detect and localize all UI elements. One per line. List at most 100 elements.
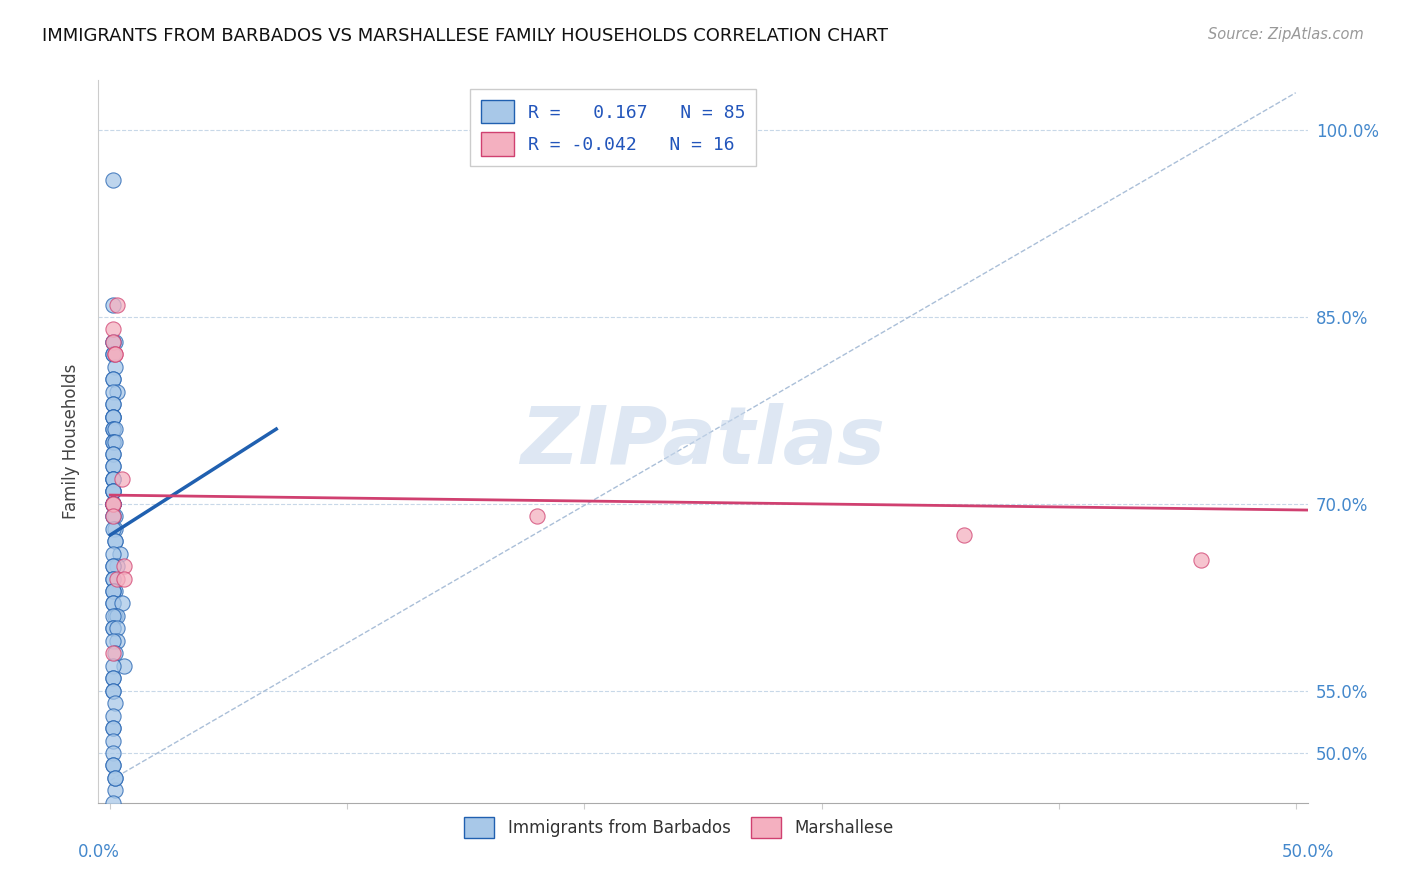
Point <box>104 522 127 536</box>
Point <box>104 347 127 361</box>
Point <box>104 359 127 374</box>
Point <box>101 746 124 760</box>
Point <box>101 434 124 449</box>
Point <box>101 683 124 698</box>
Point <box>101 497 124 511</box>
Point <box>105 384 128 399</box>
Point <box>101 322 124 336</box>
Point <box>101 484 124 499</box>
Point <box>104 609 127 624</box>
Point <box>104 771 127 785</box>
Point <box>105 559 128 574</box>
Point <box>101 584 124 599</box>
Y-axis label: Family Households: Family Households <box>62 364 80 519</box>
Point <box>101 372 124 386</box>
Point <box>101 646 124 660</box>
Point <box>104 534 127 549</box>
Point <box>101 609 124 624</box>
Point <box>952 528 974 542</box>
Point <box>101 397 124 411</box>
Point <box>101 708 124 723</box>
Point <box>101 733 124 747</box>
Point <box>101 422 124 436</box>
Point <box>101 484 124 499</box>
Text: 50.0%: 50.0% <box>1281 843 1334 861</box>
Point <box>114 559 136 574</box>
Point <box>101 559 124 574</box>
Point <box>101 597 124 611</box>
Point <box>104 771 127 785</box>
Point <box>114 572 136 586</box>
Text: 0.0%: 0.0% <box>77 843 120 861</box>
Point <box>101 683 124 698</box>
Text: ZIPatlas: ZIPatlas <box>520 402 886 481</box>
Point <box>104 422 127 436</box>
Point <box>105 297 128 311</box>
Point <box>101 347 124 361</box>
Point <box>104 696 127 710</box>
Point <box>104 584 127 599</box>
Point <box>101 447 124 461</box>
Point <box>105 621 128 635</box>
Point <box>101 584 124 599</box>
Point <box>101 409 124 424</box>
Point <box>101 671 124 685</box>
Point <box>101 497 124 511</box>
Point <box>101 597 124 611</box>
Point <box>101 334 124 349</box>
Point <box>101 472 124 486</box>
Point <box>101 522 124 536</box>
Point <box>101 497 124 511</box>
Point <box>104 334 127 349</box>
Point <box>104 509 127 524</box>
Point <box>101 621 124 635</box>
Point <box>101 572 124 586</box>
Point <box>101 497 124 511</box>
Point <box>1189 553 1212 567</box>
Point <box>101 758 124 772</box>
Point <box>105 633 128 648</box>
Point <box>108 547 131 561</box>
Point <box>111 597 134 611</box>
Point <box>101 447 124 461</box>
Point <box>101 459 124 474</box>
Point <box>101 497 124 511</box>
Point <box>101 497 124 511</box>
Point <box>101 658 124 673</box>
Point <box>101 409 124 424</box>
Point <box>104 646 127 660</box>
Point <box>101 409 124 424</box>
Point <box>101 509 124 524</box>
Point <box>105 572 128 586</box>
Point <box>101 671 124 685</box>
Point <box>101 721 124 735</box>
Point <box>101 572 124 586</box>
Point <box>104 347 127 361</box>
Point <box>526 509 548 524</box>
Legend: Immigrants from Barbados, Marshallese: Immigrants from Barbados, Marshallese <box>458 810 900 845</box>
Point <box>101 347 124 361</box>
Point <box>101 509 124 524</box>
Point <box>105 609 128 624</box>
Point <box>101 297 124 311</box>
Point <box>101 559 124 574</box>
Text: Source: ZipAtlas.com: Source: ZipAtlas.com <box>1208 27 1364 42</box>
Point <box>101 758 124 772</box>
Point <box>101 621 124 635</box>
Point <box>101 173 124 187</box>
Point <box>101 472 124 486</box>
Point <box>101 397 124 411</box>
Point <box>101 721 124 735</box>
Point <box>114 658 136 673</box>
Text: IMMIGRANTS FROM BARBADOS VS MARSHALLESE FAMILY HOUSEHOLDS CORRELATION CHART: IMMIGRANTS FROM BARBADOS VS MARSHALLESE … <box>42 27 889 45</box>
Point <box>111 472 134 486</box>
Point <box>101 509 124 524</box>
Point <box>101 796 124 810</box>
Point <box>101 434 124 449</box>
Point <box>101 384 124 399</box>
Point <box>101 459 124 474</box>
Point <box>104 783 127 797</box>
Point <box>104 534 127 549</box>
Point <box>101 472 124 486</box>
Point <box>101 334 124 349</box>
